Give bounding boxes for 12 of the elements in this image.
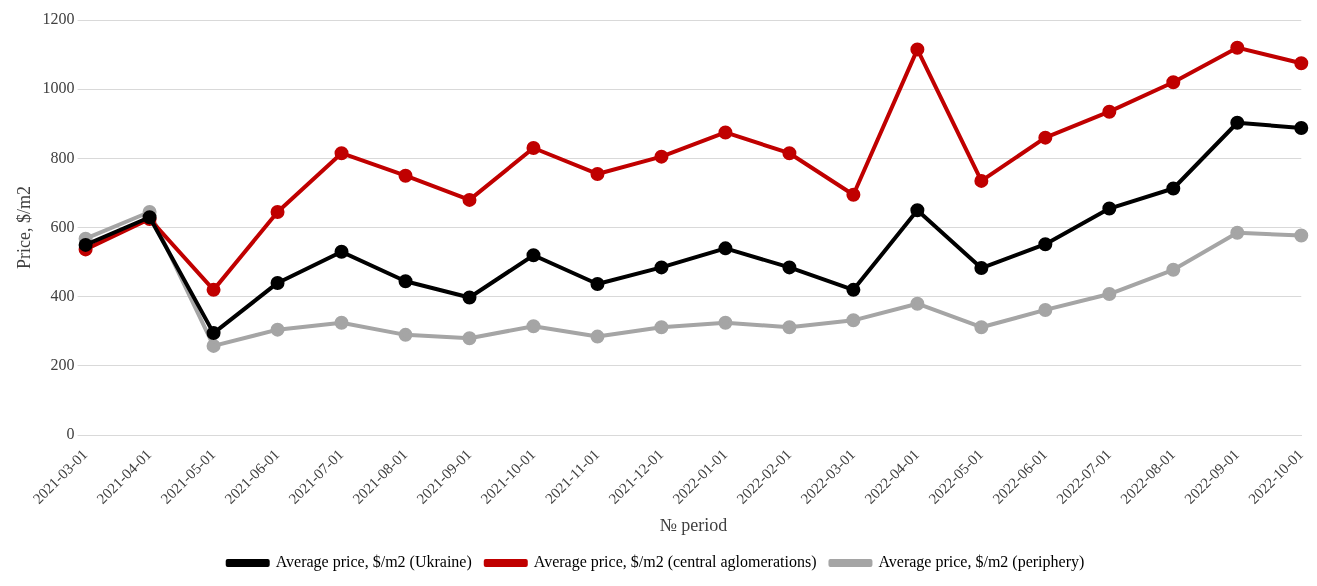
legend-label: Average price, $/m2 (Ukraine) — [275, 553, 472, 572]
y-axis-title: Price, $/m2 — [13, 186, 34, 270]
legend-label: Average price, $/m2 (central aglomerations) — [533, 553, 817, 572]
y-tick-label: 1200 — [42, 10, 75, 28]
y-tick-label: 0 — [66, 425, 75, 443]
y-tick-label: 800 — [50, 148, 75, 166]
y-tick-label: 600 — [50, 217, 75, 235]
y-tick-label: 200 — [50, 356, 75, 374]
x-axis-title: № period — [659, 514, 728, 535]
y-tick-label: 1000 — [42, 79, 75, 97]
legend-label: Average price, $/m2 (periphery) — [878, 553, 1085, 572]
y-tick-label: 400 — [50, 286, 75, 304]
